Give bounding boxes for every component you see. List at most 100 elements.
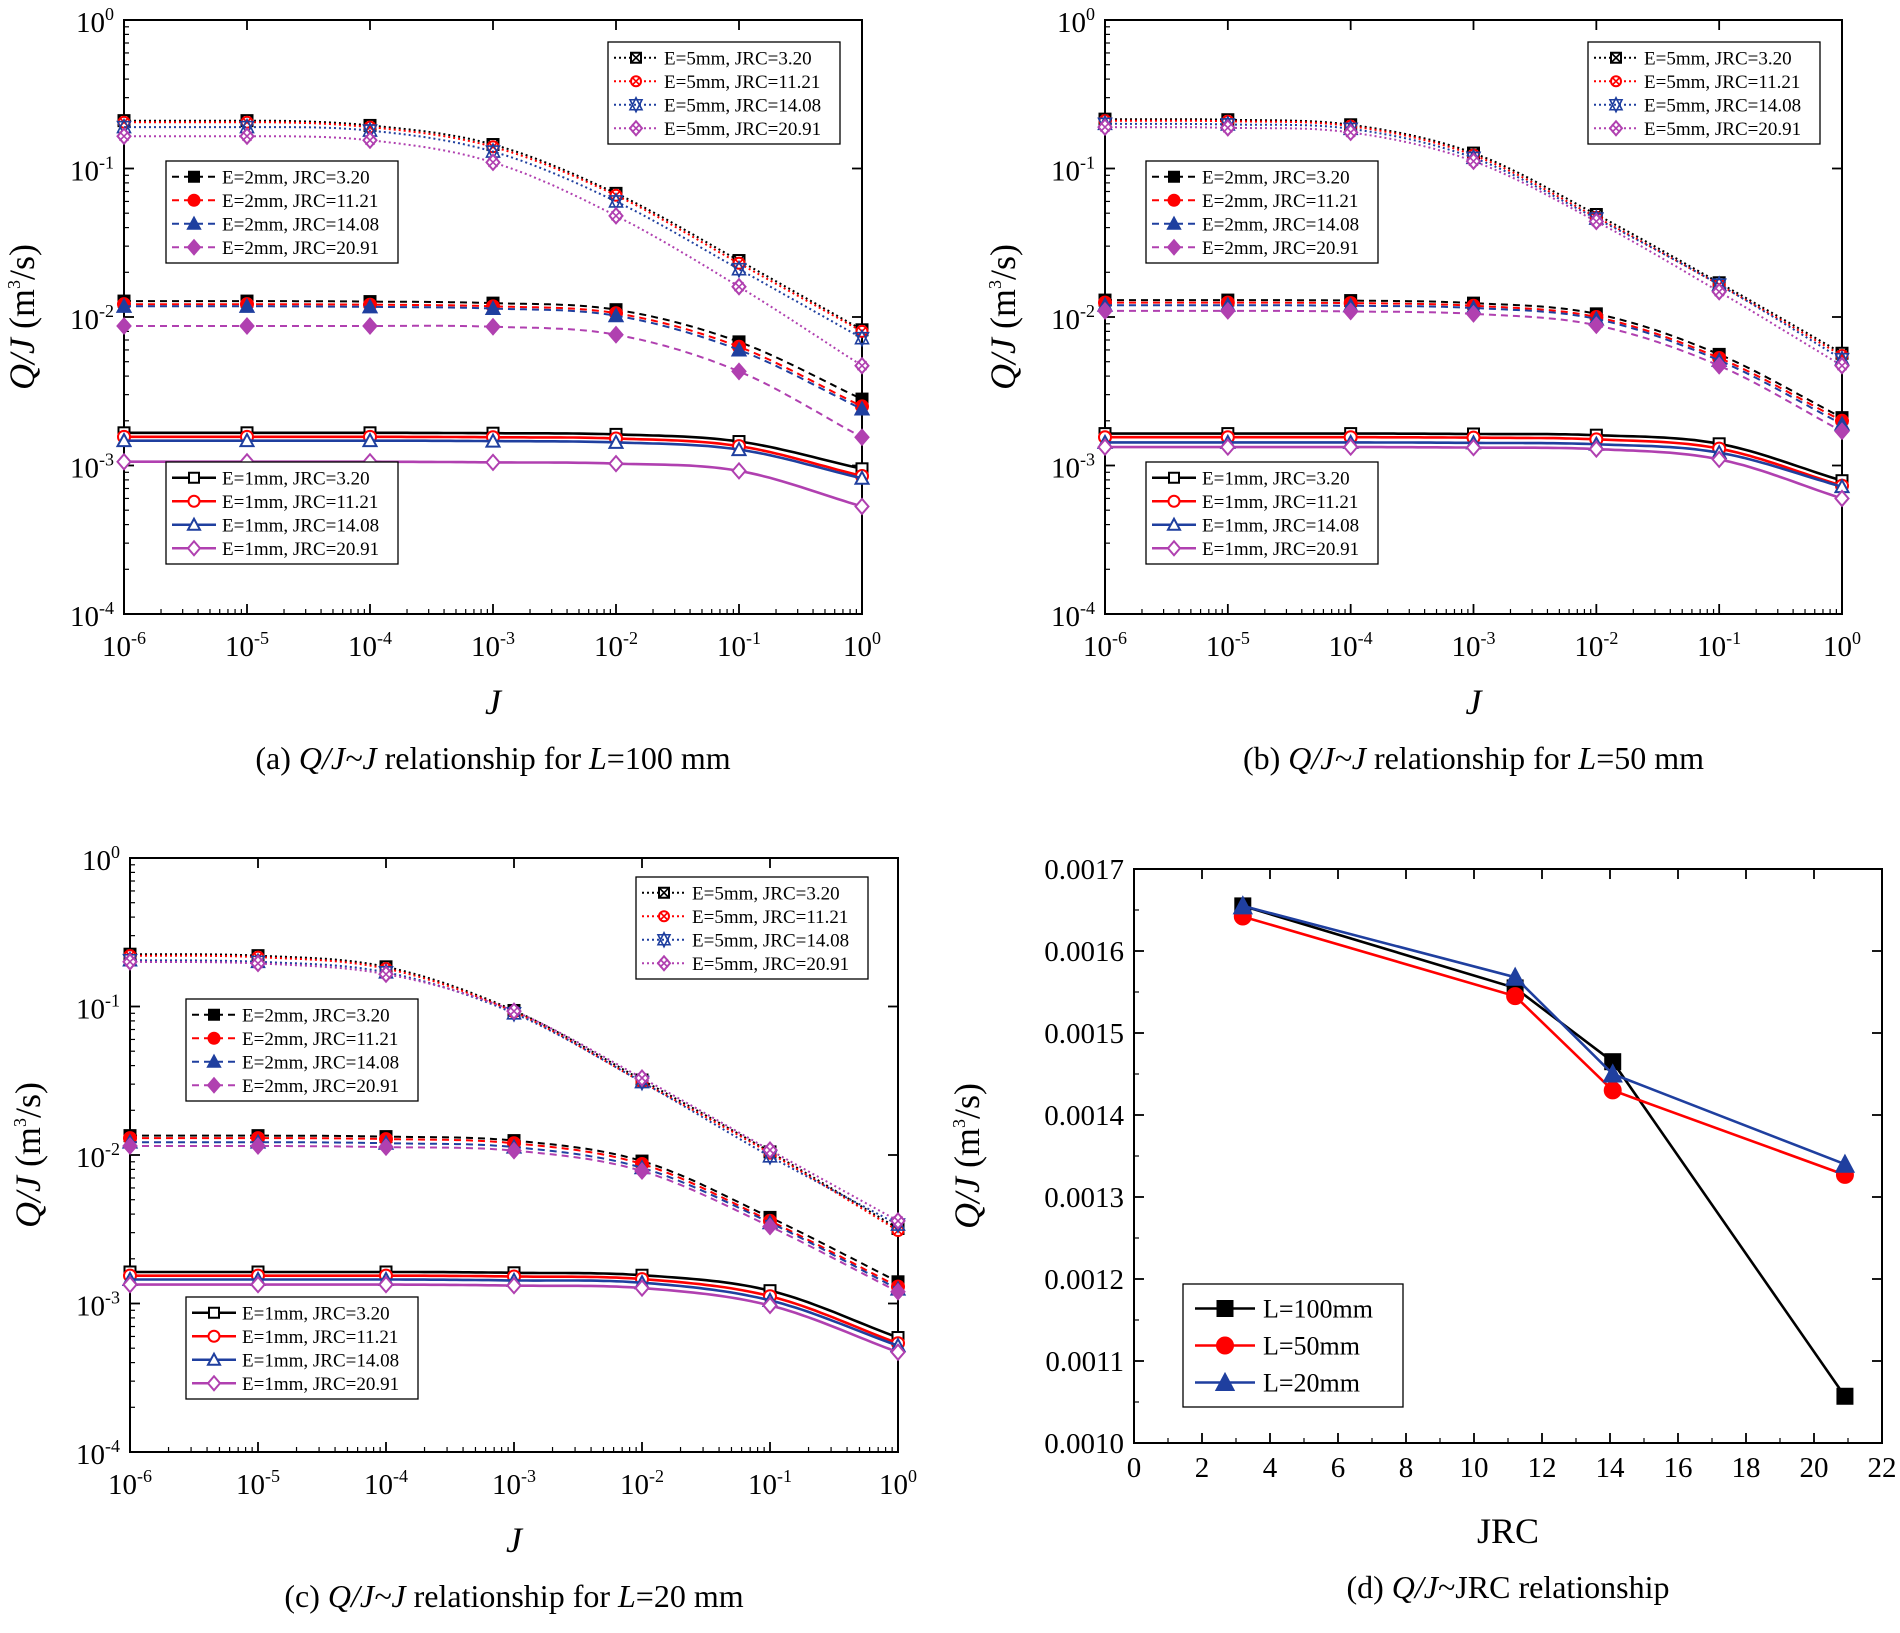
legend-marker-e1-1 bbox=[1167, 494, 1181, 508]
data-point-e2-jrc-20.91 bbox=[506, 1141, 522, 1160]
legend-label-e1-3: E=1mm, JRC=20.91 bbox=[1202, 539, 1359, 560]
legend-label-e5-1: E=5mm, JRC=11.21 bbox=[692, 907, 848, 928]
data-point-e1-jrc-14.08 bbox=[607, 433, 625, 449]
legend-marker-e2-3 bbox=[206, 1076, 222, 1094]
legend-label-e5-0: E=5mm, JRC=3.20 bbox=[1644, 48, 1792, 69]
data-point-e1-jrc-14.08 bbox=[730, 440, 748, 457]
data-point-e2-jrc-14.08 bbox=[115, 297, 133, 313]
data-point-e2-jrc-20.91 bbox=[634, 1161, 650, 1181]
y-tick-label: 10-3 bbox=[1051, 450, 1095, 485]
data-point-e1-jrc-20.91 bbox=[250, 1275, 266, 1294]
data-point-e1-jrc-20.91 bbox=[854, 497, 870, 516]
y-tick-label: 10-2 bbox=[70, 301, 114, 336]
legend-label-e1-1: E=1mm, JRC=11.21 bbox=[222, 492, 378, 513]
y-tick-label: 0.0010 bbox=[1044, 1428, 1124, 1460]
legend-marker-e5-0-cross bbox=[658, 887, 670, 899]
data-point-L=20mm bbox=[1232, 895, 1253, 915]
x-tick-label: 10-5 bbox=[1206, 628, 1250, 663]
y-axis-label: Q/J (m3/s) bbox=[983, 244, 1023, 390]
legend-marker-e5-1-cross bbox=[1611, 77, 1621, 86]
legend-marker-e1-3 bbox=[1166, 539, 1182, 557]
panel-a: 10-6 10-5 10-4 10-3 10-2 10-1 100 10-4 10-3 10-2 1… bbox=[2, 4, 881, 776]
data-point-L=100mm bbox=[1836, 1387, 1854, 1405]
data-point-e5-jrc-20.91-cross bbox=[1345, 127, 1356, 138]
x-tick-label: 12 bbox=[1528, 1452, 1557, 1484]
x-tick-label: 0 bbox=[1127, 1452, 1142, 1484]
y-axis-label: Q/J (m3/s) bbox=[2, 244, 42, 390]
x-tick-label: 18 bbox=[1732, 1452, 1761, 1484]
legend-label-e5-3: E=5mm, JRC=20.91 bbox=[664, 119, 821, 140]
legend-label-e2-3: E=2mm, JRC=20.91 bbox=[242, 1076, 399, 1097]
legend-label-e5-2: E=5mm, JRC=14.08 bbox=[664, 95, 821, 116]
data-point-e2-jrc-14.08 bbox=[730, 341, 748, 357]
series-line-e2-jrc-20.91 bbox=[124, 324, 863, 439]
legend-label-e2-1: E=2mm, JRC=11.21 bbox=[1202, 191, 1358, 212]
x-tick-label: 100 bbox=[843, 628, 881, 663]
legend-label-e2-3: E=2mm, JRC=20.91 bbox=[222, 238, 379, 259]
data-point-e2-jrc-20.91 bbox=[1588, 316, 1605, 335]
legend-label-e1-1: E=1mm, JRC=11.21 bbox=[1202, 492, 1358, 513]
x-tick-label: 10-6 bbox=[108, 1466, 152, 1501]
legend-marker-L=50mm bbox=[1216, 1336, 1234, 1355]
legend-label-e2-0: E=2mm, JRC=3.20 bbox=[242, 1005, 390, 1026]
data-point-e1-jrc-20.91 bbox=[1711, 450, 1727, 469]
legend-label-e1-0: E=1mm, JRC=3.20 bbox=[1202, 468, 1350, 489]
legend-label-e1-3: E=1mm, JRC=20.91 bbox=[242, 1374, 399, 1395]
y-tick-label: 10-3 bbox=[70, 450, 114, 485]
legend-marker-e1-1 bbox=[207, 1329, 221, 1343]
data-point-e2-jrc-20.91 bbox=[1097, 301, 1113, 320]
data-point-e1-jrc-20.91 bbox=[1834, 489, 1850, 508]
legend-label-e1-0: E=1mm, JRC=3.20 bbox=[222, 468, 370, 489]
data-point-e5-jrc-20.91-cross bbox=[124, 956, 136, 967]
legend-label-L=100mm: L=100mm bbox=[1263, 1295, 1373, 1324]
legend-marker-e1-0 bbox=[188, 471, 200, 484]
data-point-e1-jrc-14.08 bbox=[238, 432, 256, 448]
x-tick-label: 10-1 bbox=[1697, 628, 1741, 663]
legend-marker-e5-2 bbox=[656, 930, 672, 949]
data-point-e1-jrc-14.08 bbox=[853, 469, 871, 485]
data-point-e5-jrc-20.91-cross bbox=[1836, 360, 1848, 371]
x-axis-label: J bbox=[506, 1520, 524, 1560]
x-tick-label: 10-5 bbox=[225, 628, 269, 663]
legend-marker-e2-1 bbox=[207, 1031, 221, 1045]
y-tick-label: 0.0013 bbox=[1044, 1182, 1124, 1214]
x-tick-label: 10-3 bbox=[471, 628, 515, 663]
data-point-L=50mm bbox=[1603, 1081, 1622, 1100]
legend-label-e1-1: E=1mm, JRC=11.21 bbox=[242, 1327, 398, 1348]
y-tick-label: 10-1 bbox=[70, 153, 114, 188]
legend-marker-e2-2 bbox=[1166, 215, 1182, 230]
data-point-e2-jrc-20.91 bbox=[608, 325, 624, 344]
data-point-e1-jrc-20.91 bbox=[1465, 438, 1482, 457]
data-point-e1-jrc-20.91 bbox=[506, 1276, 522, 1295]
legend-box-e2 bbox=[185, 998, 419, 1102]
series-line-e2-jrc-3.20 bbox=[124, 300, 863, 401]
legend-label-e5-0: E=5mm, JRC=3.20 bbox=[664, 48, 812, 69]
data-point-L=50mm bbox=[1506, 987, 1525, 1006]
legend-marker-e5-0-cross bbox=[1610, 52, 1622, 64]
data-point-e5-jrc-14.08 bbox=[854, 328, 870, 348]
y-tick-label: 0.0014 bbox=[1044, 1100, 1124, 1132]
legend-marker-e2-0 bbox=[1168, 170, 1180, 183]
y-tick-label: 0.0011 bbox=[1045, 1346, 1124, 1378]
data-point-e1-jrc-14.08 bbox=[484, 432, 502, 448]
x-axis-label: J bbox=[485, 682, 503, 722]
legend-box-e2 bbox=[165, 160, 399, 264]
data-point-e5-jrc-20.91-cross bbox=[118, 131, 130, 142]
x-tick-label: 100 bbox=[1823, 628, 1861, 663]
x-tick-label: 10-5 bbox=[236, 1466, 280, 1501]
x-tick-label: 10-3 bbox=[1452, 628, 1496, 663]
y-tick-label: 10-4 bbox=[70, 598, 114, 633]
legend-marker-L=20mm bbox=[1214, 1371, 1236, 1391]
legend-marker-L=100mm bbox=[1216, 1300, 1234, 1317]
data-point-e5-jrc-20.91-cross bbox=[380, 969, 392, 980]
legend-marker-e1-2 bbox=[1166, 516, 1182, 531]
legend-label-e2-1: E=2mm, JRC=11.21 bbox=[242, 1029, 398, 1050]
series-line-e2-jrc-20.91 bbox=[1105, 309, 1843, 433]
data-point-e5-jrc-20.91-cross bbox=[764, 1144, 776, 1156]
data-point-e1-jrc-20.91 bbox=[1588, 440, 1605, 459]
legend-label-e5-1: E=5mm, JRC=11.21 bbox=[664, 72, 820, 93]
data-point-e2-jrc-20.91 bbox=[854, 428, 870, 447]
legend-label-L=20mm: L=20mm bbox=[1263, 1369, 1360, 1398]
caption: (c) Q/J~J relationship for L=20 mm bbox=[284, 1578, 743, 1614]
